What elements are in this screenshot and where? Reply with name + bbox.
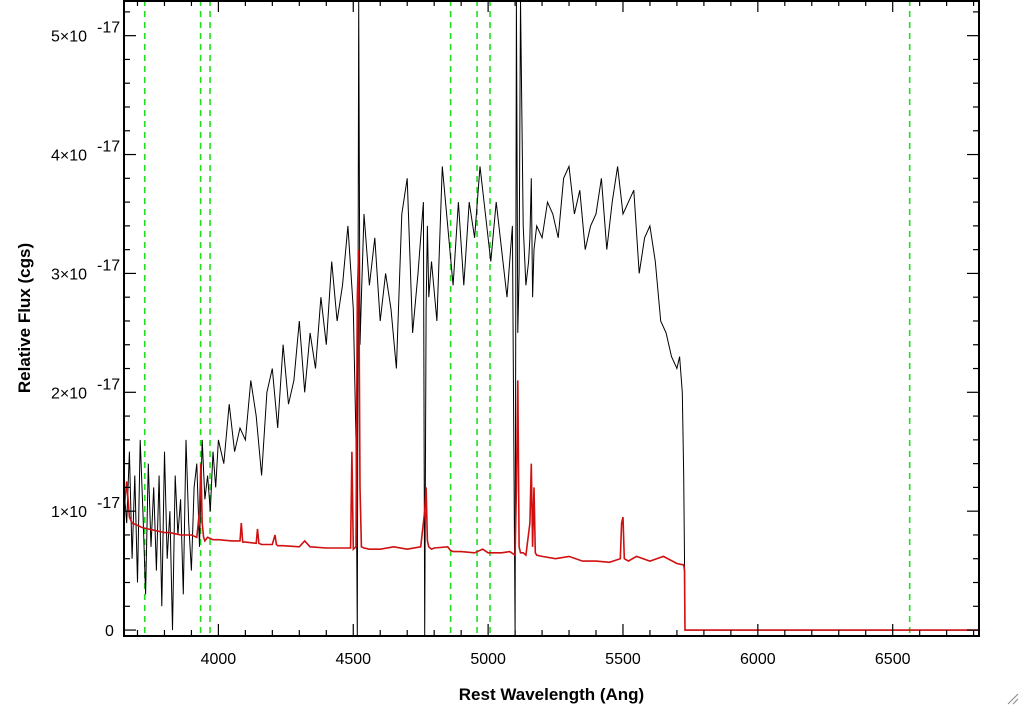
x-tick-label: 6000	[740, 651, 776, 668]
y-axis-title: Relative Flux (cgs)	[15, 243, 34, 393]
series-layer	[123, 0, 979, 637]
y-tick-label: 0	[105, 623, 114, 640]
x-tick-labels: 4000 4500 5000 5500 6000 6500	[201, 651, 911, 668]
y-tick-label-exponent: -17	[97, 20, 120, 37]
y-tick-label: 5×10	[51, 29, 87, 46]
y-tick-label: 4×10	[51, 148, 87, 165]
y-tick-label: 2×10	[51, 385, 87, 402]
x-tick-label: 4000	[201, 651, 237, 668]
model-series-line	[123, 249, 979, 631]
reference-lines	[143, 0, 911, 636]
plot-frame	[123, 0, 980, 637]
y-tick-labels: 0 1×10 -17 2×10 -17 3×10 -17 4×10 -17 5×10 -17	[51, 20, 120, 640]
x-tick-label: 4500	[335, 651, 371, 668]
y-tick-label: 3×10	[51, 266, 87, 283]
y-tick-label-exponent: -17	[97, 139, 120, 156]
x-axis-title: Rest Wavelength (Ang)	[459, 685, 644, 704]
y-tick-label-exponent: -17	[97, 495, 120, 512]
x-tick-label: 5000	[470, 651, 506, 668]
y-tick-label-exponent: -17	[97, 376, 120, 393]
y-tick-label: 1×10	[51, 504, 87, 521]
x-tick-label: 5500	[605, 651, 641, 668]
flux-series-line	[123, 0, 979, 637]
resize-grip-icon[interactable]	[1007, 693, 1019, 705]
x-tick-label: 6500	[875, 651, 911, 668]
y-tick-label-exponent: -17	[97, 257, 120, 274]
axis-ticks	[124, 0, 979, 636]
